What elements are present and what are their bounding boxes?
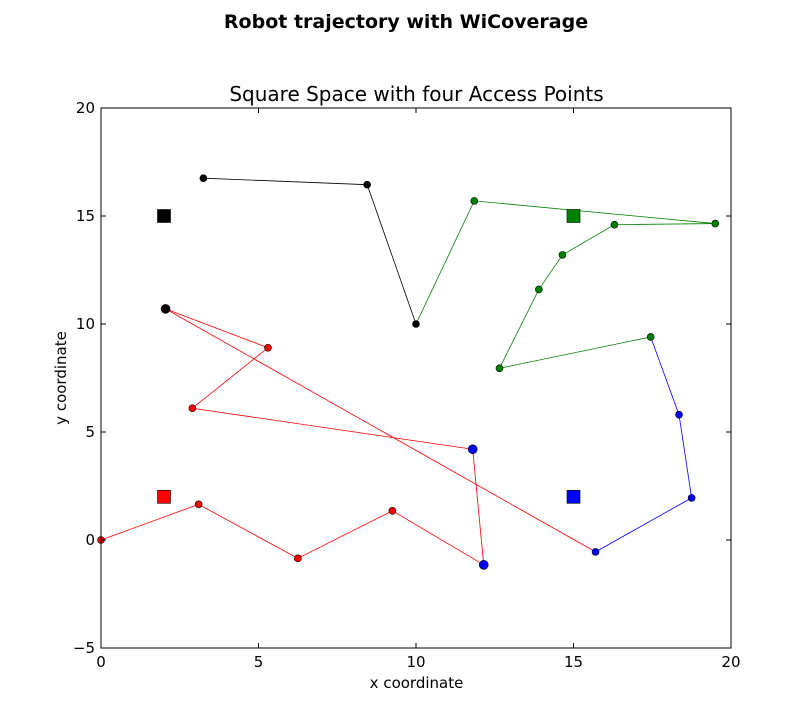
trajectory-point-11 [687, 494, 696, 502]
trajectory-segment-2 [472, 449, 485, 565]
x-tick-label-20: 20 [721, 653, 740, 671]
y-tick-label-10: 10 [76, 315, 95, 333]
y-tick-label-0: 0 [85, 531, 95, 549]
trajectory-segment-5 [595, 336, 693, 553]
access-point-marker-3 [157, 489, 171, 504]
trajectory-point-7 [188, 404, 197, 413]
trajectory-segment-1 [100, 503, 484, 566]
trajectory-point-18 [711, 219, 720, 228]
trajectory-point-10 [591, 548, 600, 556]
trajectory-point-20 [412, 320, 420, 328]
plot-area [97, 174, 720, 570]
trajectory-point-8 [264, 343, 272, 352]
x-tick-label-0: 0 [96, 653, 106, 671]
y-axis-label: y coordinate [52, 331, 70, 425]
y-tick-label-5: 5 [85, 423, 95, 441]
trajectory-point-17 [610, 220, 619, 229]
trajectory-point-16 [558, 251, 567, 259]
trajectory-point-19 [470, 197, 479, 205]
trajectory-point-5 [478, 560, 489, 570]
plot-title: Square Space with four Access Points [229, 82, 603, 106]
access-point-marker-2 [566, 209, 581, 223]
y-tick-label--5: −5 [73, 639, 95, 657]
access-point-marker-1 [157, 209, 171, 223]
x-tick-label-10: 10 [406, 653, 425, 671]
figure-suptitle: Robot trajectory with WiCoverage [224, 11, 588, 33]
access-point-marker-4 [566, 489, 581, 504]
y-tick-label-20: 20 [76, 99, 95, 117]
trajectory-point-21 [363, 180, 371, 189]
y-tick-label-15: 15 [76, 207, 95, 225]
trajectory-point-9 [160, 304, 171, 314]
trajectory-segment-3 [165, 308, 473, 450]
axes-frame [100, 107, 732, 649]
trajectory-segment-6 [415, 200, 716, 369]
trajectory-point-2 [194, 500, 203, 509]
trajectory-point-6 [467, 444, 478, 455]
trajectory-point-3 [294, 554, 302, 563]
trajectory-point-15 [535, 285, 543, 294]
trajectory-point-13 [646, 333, 655, 341]
trajectory-point-4 [388, 507, 397, 515]
x-axis-label: x coordinate [370, 674, 464, 692]
trajectory-point-22 [199, 174, 208, 182]
trajectory-segment-7 [203, 177, 417, 325]
trajectory-segment-4 [165, 308, 596, 553]
trajectory-point-14 [495, 364, 504, 373]
trajectory-point-12 [675, 410, 683, 419]
x-tick-label-5: 5 [254, 653, 264, 671]
x-tick-label-15: 15 [564, 653, 583, 671]
